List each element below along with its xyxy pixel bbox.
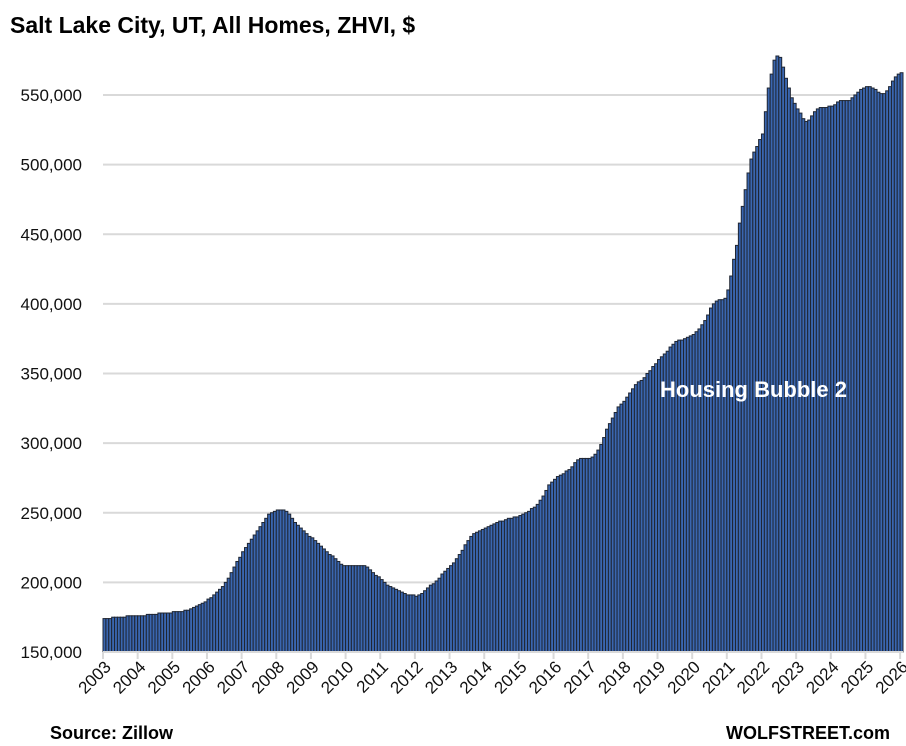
x-tick-label: 2005 bbox=[144, 657, 184, 697]
x-tick-label: 2011 bbox=[353, 657, 392, 696]
x-tick-label: 2007 bbox=[213, 657, 253, 697]
x-tick-label: 2022 bbox=[733, 657, 773, 697]
x-tick-label: 2012 bbox=[387, 657, 427, 697]
x-tick-label: 2018 bbox=[595, 657, 635, 697]
x-tick-label: 2004 bbox=[109, 657, 149, 697]
x-tick-label: 2025 bbox=[837, 657, 877, 697]
source-label: Source: Zillow bbox=[50, 723, 174, 743]
x-tick-label: 2023 bbox=[768, 657, 808, 697]
x-tick-label: 2008 bbox=[248, 657, 288, 697]
x-tick-label: 2009 bbox=[283, 657, 323, 697]
y-tick-label: 500,000 bbox=[21, 156, 82, 175]
y-tick-label: 250,000 bbox=[21, 504, 82, 523]
bars bbox=[102, 55, 904, 653]
x-tick-label: 2003 bbox=[75, 657, 115, 697]
x-tick-label: 2024 bbox=[802, 657, 842, 697]
y-tick-label: 300,000 bbox=[21, 434, 82, 453]
x-tick-label: 2020 bbox=[664, 657, 704, 697]
x-tick-label: 2006 bbox=[179, 657, 219, 697]
y-tick-label: 350,000 bbox=[21, 365, 82, 384]
x-tick-label: 2015 bbox=[491, 657, 531, 697]
gridlines bbox=[103, 94, 903, 584]
y-tick-label: 550,000 bbox=[21, 86, 82, 105]
wolfstreet-brand: WOLFSTREET.com bbox=[726, 723, 890, 743]
x-axis: 2003200420052006200720082009201020112012… bbox=[75, 651, 906, 698]
x-tick-label: 2017 bbox=[560, 657, 600, 697]
x-tick-label: 2026 bbox=[872, 657, 906, 697]
x-tick-label: 2014 bbox=[456, 657, 496, 697]
x-tick-label: 2016 bbox=[525, 657, 565, 697]
y-axis-labels: 150,000 200,000 250,000 300,000 350,000 400,0… bbox=[21, 86, 82, 662]
y-tick-label: 150,000 bbox=[21, 643, 82, 662]
y-tick-label: 400,000 bbox=[21, 295, 82, 314]
y-tick-label: 450,000 bbox=[21, 225, 82, 244]
y-tick-label: 200,000 bbox=[21, 573, 82, 592]
annotation-housing-bubble: Housing Bubble 2 bbox=[660, 377, 847, 402]
x-tick-label: 2019 bbox=[629, 657, 669, 697]
chart-title: Salt Lake City, UT, All Homes, ZHVI, $ bbox=[10, 12, 415, 38]
bar bbox=[899, 72, 904, 653]
x-tick-label: 2021 bbox=[698, 657, 738, 697]
x-tick-label: 2010 bbox=[317, 657, 357, 697]
x-tick-label: 2013 bbox=[421, 657, 461, 697]
